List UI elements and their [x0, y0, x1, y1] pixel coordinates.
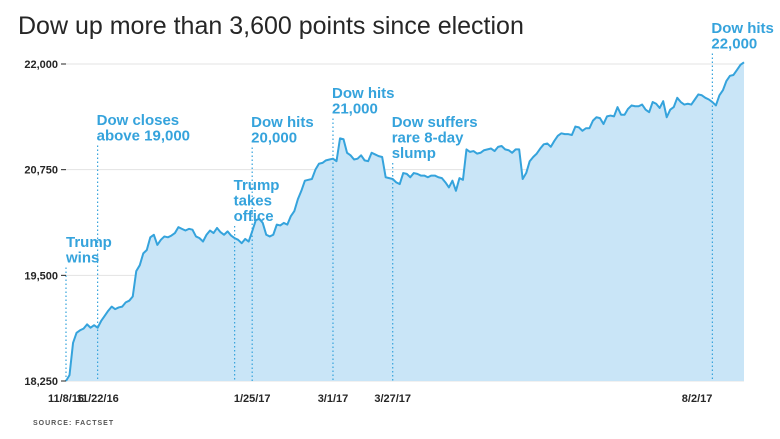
source-note: SOURCE: FACTSET [33, 420, 115, 427]
annotation-label: office [234, 208, 274, 225]
x-tick-label: 1/25/17 [234, 393, 271, 405]
x-tick-label: 3/27/17 [374, 393, 411, 405]
annotation-label: takes [234, 193, 272, 210]
y-axis-ticks: 18,250 19,500 20,750 22,000 [24, 59, 66, 388]
annotation-label: 21,000 [332, 101, 378, 118]
x-tick-label: 3/1/17 [318, 393, 349, 405]
annotation-label: Dow hits [251, 114, 314, 131]
x-tick-label: 11/22/16 [77, 393, 119, 405]
annotation-label: wins [65, 250, 99, 267]
annotation-label: above 19,000 [97, 128, 190, 145]
annotation-label: Dow hits [711, 20, 774, 37]
y-tick-label: 19,500 [24, 270, 58, 282]
annotation-label: 20,000 [251, 130, 297, 147]
plot-area [65, 61, 745, 382]
annotation-label: Trump [234, 177, 280, 194]
annotation-label: Dow suffers [392, 114, 478, 131]
series-line [65, 61, 745, 382]
y-tick-label: 22,000 [24, 59, 58, 71]
annotation-label: rare 8-day [392, 130, 464, 147]
annotation-label: 22,000 [711, 36, 757, 53]
annotation-label: slump [392, 145, 436, 162]
annotation-label: Dow closes [97, 112, 180, 129]
annotation-label: Trump [66, 234, 112, 251]
y-tick-label: 20,750 [24, 165, 58, 177]
annotation-label: Dow hits [332, 85, 395, 102]
annotation-markers [65, 53, 713, 381]
x-tick-label: 11/8/16 [48, 393, 84, 405]
y-tick-label: 18,250 [24, 376, 58, 388]
area-fill [66, 62, 744, 382]
chart-title: Dow up more than 3,600 points since elec… [18, 12, 524, 40]
x-tick-label: 8/2/17 [682, 393, 713, 405]
